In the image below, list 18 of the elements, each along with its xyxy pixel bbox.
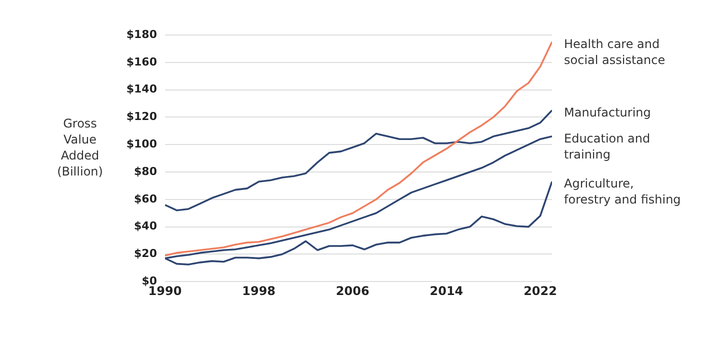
series-label: Agriculture, forestry and fishing [564,176,681,207]
x-tick-label: 2014 [430,284,464,298]
y-tick-label: $20 [134,247,158,260]
y-tick-label: $100 [126,137,158,150]
x-tick-label: 2022 [524,284,557,298]
series-label: Health care and social assistance [564,36,666,67]
series-label: Education and training [564,132,650,162]
y-tick-label: $120 [126,110,158,124]
y-tick-label: $80 [134,164,158,178]
x-tick-label: 1998 [242,284,276,298]
y-tick-label: $40 [134,220,158,233]
series-label: Manufacturing [564,105,651,120]
y-tick-label: $180 [126,28,158,41]
y-tick-label: $160 [126,55,158,68]
y-tick-label: $60 [134,192,158,206]
y-axis-title: Gross Value Added (Billion) [57,116,103,178]
x-tick-label: 2006 [336,284,370,298]
y-tick-label: $140 [126,82,158,96]
